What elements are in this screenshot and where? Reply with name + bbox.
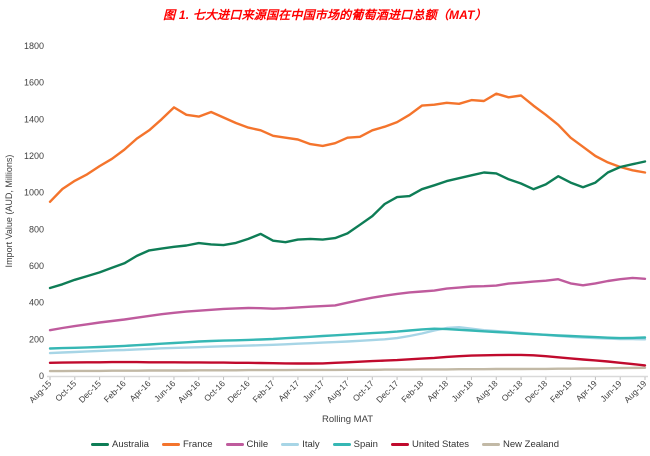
x-tick-label: Apr-16 xyxy=(127,378,152,403)
chart-legend: Australia France Chile Italy Spain United Sta… xyxy=(0,439,650,450)
legend-label: New Zealand xyxy=(503,439,559,450)
x-tick-label: Feb-17 xyxy=(250,378,276,404)
x-tick-label: Dec-18 xyxy=(523,378,550,405)
y-tick-label: 600 xyxy=(29,261,44,271)
legend-label: Chile xyxy=(246,439,269,450)
x-tick-label: Jun-19 xyxy=(598,378,624,404)
x-tick-label: Jun-17 xyxy=(301,378,327,404)
legend-swatch-icon xyxy=(161,443,180,446)
legend-swatch-icon xyxy=(482,443,500,446)
legend-item-australia: Australia xyxy=(91,439,149,450)
legend-label: Spain xyxy=(353,439,378,450)
legend-item-italy: Italy xyxy=(281,439,320,450)
series-line-italy xyxy=(48,326,647,355)
x-tick-label: Feb-16 xyxy=(102,378,128,404)
x-tick-label: Apr-17 xyxy=(276,378,301,403)
y-tick-label: 1000 xyxy=(24,188,44,198)
legend-item-united-states: United States xyxy=(390,439,469,450)
x-tick-label: Aug-18 xyxy=(473,378,500,405)
x-tick-label: Jun-18 xyxy=(449,378,475,404)
legend-label: United States xyxy=(411,439,469,450)
legend-swatch-icon xyxy=(91,443,109,446)
x-tick-label: Oct-16 xyxy=(202,378,227,403)
x-tick-label: Oct-18 xyxy=(499,378,524,403)
legend-item-new-zealand: New Zealand xyxy=(482,439,559,450)
y-tick-label: 800 xyxy=(29,224,44,234)
y-axis-title: Import Value (AUD, Millions) xyxy=(4,155,14,268)
x-tick-label: Oct-17 xyxy=(351,378,376,403)
series-line-australia xyxy=(48,160,647,290)
legend-swatch-icon xyxy=(225,443,244,446)
legend-item-spain: Spain xyxy=(332,439,378,450)
x-tick-label: Apr-18 xyxy=(425,378,450,403)
x-tick-label: Jun-16 xyxy=(152,378,178,404)
x-tick-label: Aug-15 xyxy=(27,378,54,405)
series-line-chile xyxy=(48,276,647,332)
legend-swatch-icon xyxy=(390,443,409,446)
y-tick-label: 1400 xyxy=(24,114,44,124)
x-axis-title: Rolling MAT xyxy=(322,414,373,425)
series-line-new-zealand xyxy=(48,366,647,373)
x-tick-label: Apr-19 xyxy=(574,378,599,403)
series-line-france xyxy=(48,92,647,204)
legend-swatch-icon xyxy=(281,443,300,446)
x-tick-label: Aug-16 xyxy=(176,378,203,405)
y-tick-label: 1600 xyxy=(24,78,44,88)
legend-label: Italy xyxy=(302,439,320,450)
x-tick-label: Dec-15 xyxy=(77,378,104,405)
x-tick-label: Feb-19 xyxy=(548,378,574,404)
x-tick-label: Dec-16 xyxy=(225,378,252,405)
x-tick-label: Feb-18 xyxy=(399,378,425,404)
legend-label: France xyxy=(182,439,213,450)
legend-swatch-icon xyxy=(332,443,351,446)
legend-item-france: France xyxy=(161,439,213,450)
series-line-spain xyxy=(48,327,647,350)
x-tick-label: Oct-15 xyxy=(53,378,78,403)
series-line-united-states xyxy=(48,353,647,367)
y-tick-label: 0 xyxy=(39,371,44,381)
y-tick-label: 400 xyxy=(29,298,44,308)
x-tick-label: Dec-17 xyxy=(374,378,401,405)
x-tick-label: Aug-19 xyxy=(622,378,649,405)
chart-title: 图 1. 七大进口来源国在中国市场的葡萄酒进口总额（MAT） xyxy=(163,8,487,22)
legend-item-chile: Chile xyxy=(225,439,269,450)
x-tick-label: Aug-17 xyxy=(324,378,351,405)
y-tick-label: 1200 xyxy=(24,151,44,161)
legend-label: Australia xyxy=(112,439,149,450)
y-tick-label: 1800 xyxy=(24,41,44,51)
y-tick-label: 200 xyxy=(29,334,44,344)
